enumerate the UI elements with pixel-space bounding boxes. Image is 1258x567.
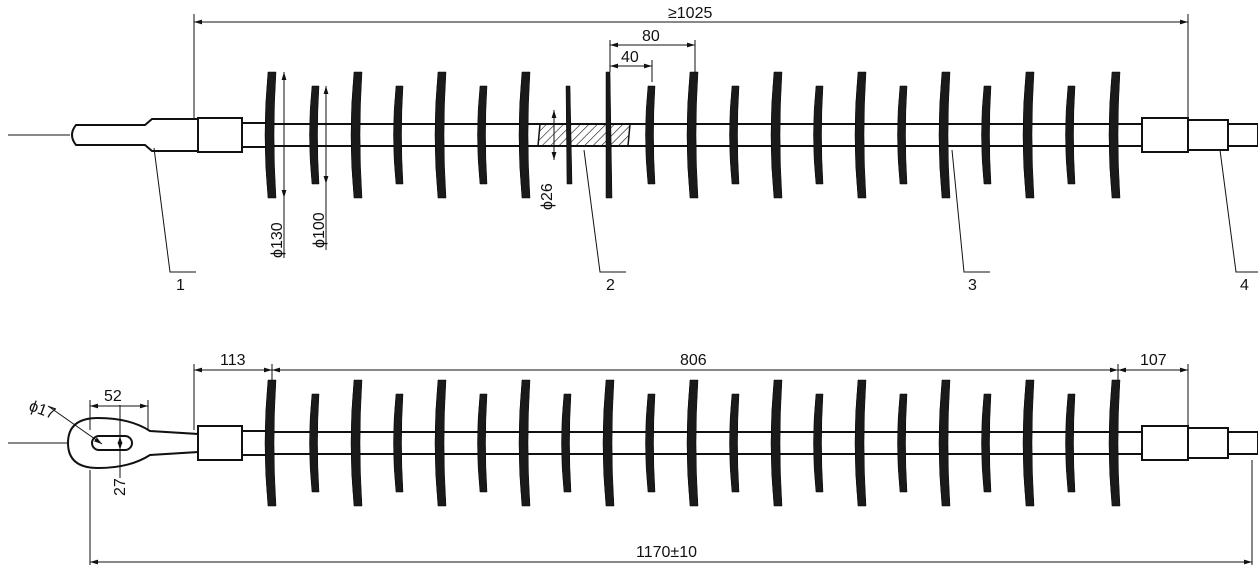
left-fitting-length-label: 113 — [220, 352, 246, 369]
eye-width-label: 52 — [104, 388, 122, 405]
large-sheds — [264, 71, 1121, 199]
eye-hole-diameter-label: ϕ17 — [27, 398, 58, 423]
shed-small — [477, 85, 488, 185]
shed-small — [897, 393, 908, 493]
shed-large — [1108, 71, 1121, 199]
right-fitting-length-label: 107 — [1140, 352, 1167, 369]
shed-small — [729, 85, 740, 185]
overall-length-label: ≥1025 — [668, 5, 712, 22]
callout-1: 1 — [176, 277, 185, 294]
shed-small — [981, 393, 992, 493]
shed-small — [477, 393, 488, 493]
large-sheds — [264, 379, 1121, 507]
left-crimp-sleeve — [197, 425, 243, 461]
shed-large — [1108, 379, 1121, 507]
core-section-hatch — [537, 123, 631, 147]
shed-small — [561, 393, 572, 493]
shed-large — [350, 379, 363, 507]
shed-large — [854, 379, 867, 507]
right-crimp-sleeve — [1141, 117, 1189, 153]
callout-leader-3 — [951, 149, 990, 273]
shed-large — [434, 379, 447, 507]
small-shed-diameter-label: ϕ100 — [311, 212, 328, 248]
core-diameter-label: ϕ26 — [539, 183, 556, 210]
top-view: ≥1025 80 40 — [8, 5, 1258, 294]
shed-large — [518, 379, 531, 507]
shed-large — [854, 71, 867, 199]
shed-small — [729, 393, 740, 493]
shed-small — [1065, 393, 1076, 493]
left-collar — [241, 430, 267, 456]
shed-small — [1065, 85, 1076, 185]
small-sheds — [309, 85, 1076, 185]
shed-small — [309, 393, 320, 493]
eye-slot — [91, 435, 133, 451]
right-end-rod — [1227, 123, 1258, 147]
shed-half-spacing-label: 40 — [621, 49, 639, 66]
left-crimp-sleeve — [197, 117, 243, 153]
shed-large — [1022, 379, 1035, 507]
shed-large-section — [605, 71, 613, 199]
shed-small — [645, 85, 656, 185]
shed-large — [434, 71, 447, 199]
right-end-rod — [1227, 431, 1258, 455]
small-sheds — [309, 393, 1076, 493]
callout-leader-2 — [583, 149, 626, 273]
large-shed-diameter-label: ϕ130 — [269, 222, 286, 258]
shed-large — [938, 379, 951, 507]
callout-leader-1 — [153, 147, 196, 273]
shed-large — [770, 379, 783, 507]
right-end-collar — [1187, 427, 1229, 459]
shed-small — [393, 393, 404, 493]
eye-slot-height-label: 27 — [112, 478, 129, 496]
shed-small — [813, 85, 824, 185]
shed-large — [1022, 71, 1035, 199]
shed-small — [897, 85, 908, 185]
callout-leader-4 — [1219, 149, 1258, 273]
shed-small — [309, 85, 320, 185]
shed-large — [264, 71, 277, 199]
shed-small — [981, 85, 992, 185]
bottom-view: 113 806 107 52 ϕ17 27 — [8, 352, 1258, 565]
shed-section-length-label: 806 — [680, 352, 707, 369]
shed-small — [813, 393, 824, 493]
shed-large — [264, 379, 277, 507]
eye-hole-diameter-leader — [47, 405, 103, 445]
shed-large — [686, 379, 699, 507]
left-collar — [241, 122, 267, 148]
shed-large — [602, 379, 615, 507]
shed-spacing-label: 80 — [642, 28, 660, 45]
callout-3: 3 — [968, 277, 977, 294]
shed-large — [770, 71, 783, 199]
callout-2: 2 — [606, 277, 615, 294]
shed-large — [518, 71, 531, 199]
shed-small — [645, 393, 656, 493]
right-crimp-sleeve — [1141, 425, 1189, 461]
callout-4: 4 — [1240, 277, 1249, 294]
shed-large — [350, 71, 363, 199]
shed-small-section — [565, 85, 573, 185]
shed-large — [938, 71, 951, 199]
shed-large — [686, 71, 699, 199]
shed-small — [393, 85, 404, 185]
total-length-label: 1170±10 — [636, 544, 697, 561]
left-end-rod — [71, 118, 199, 152]
right-end-collar — [1187, 119, 1229, 151]
